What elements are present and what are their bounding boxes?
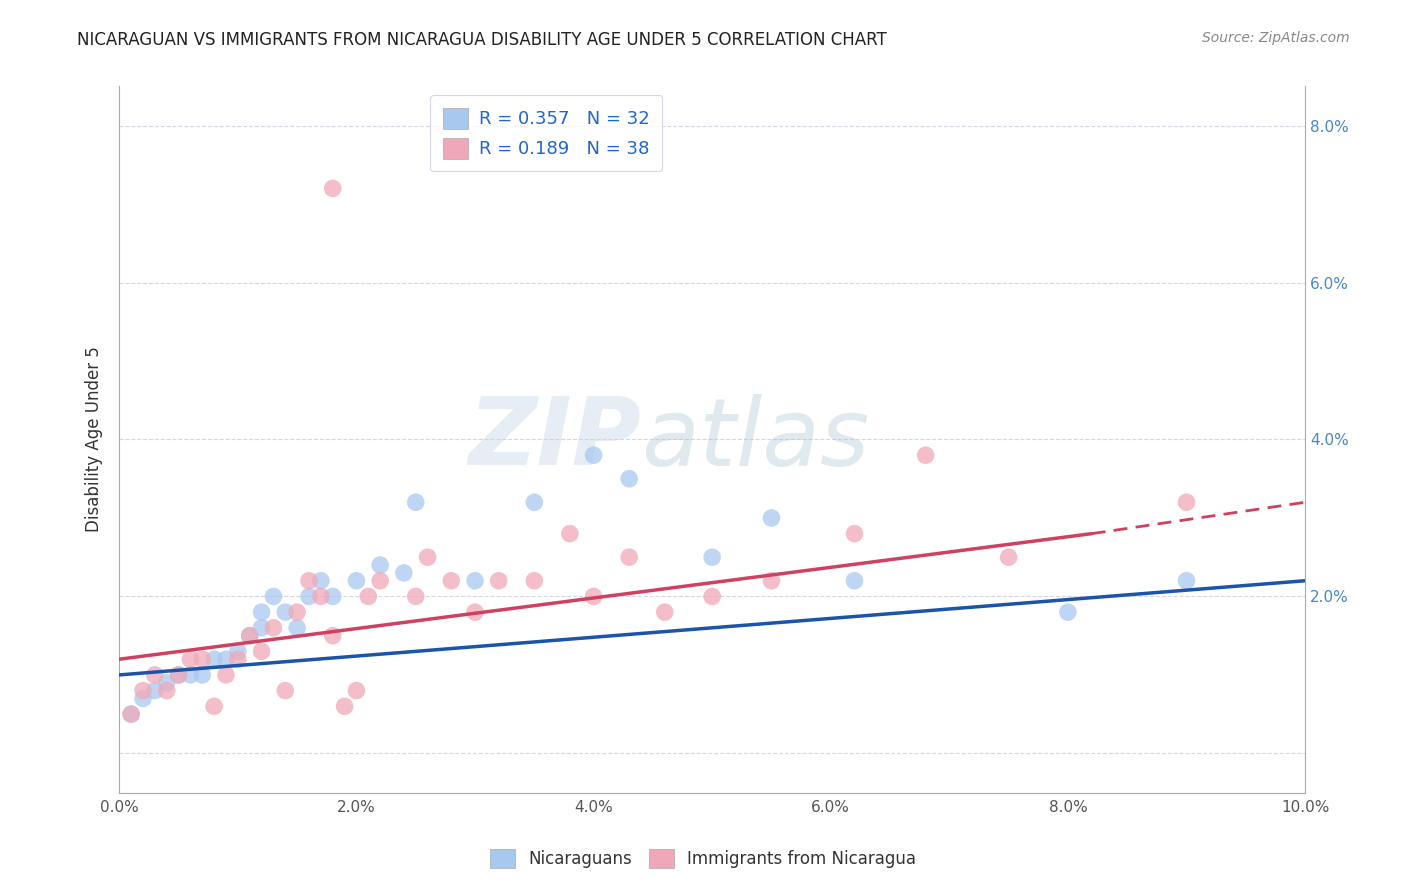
Point <box>1057 605 1080 619</box>
Point <box>523 574 546 588</box>
Point <box>582 448 605 462</box>
Point <box>322 181 344 195</box>
Point <box>702 550 724 565</box>
Point <box>250 621 273 635</box>
Point <box>298 590 321 604</box>
Point <box>239 629 262 643</box>
Point <box>191 668 214 682</box>
Point <box>167 668 190 682</box>
Point <box>167 668 190 682</box>
Point <box>440 574 463 588</box>
Text: Source: ZipAtlas.com: Source: ZipAtlas.com <box>1202 31 1350 45</box>
Point <box>368 558 391 572</box>
Point <box>179 668 201 682</box>
Point <box>156 683 179 698</box>
Text: atlas: atlas <box>641 394 869 485</box>
Point <box>156 675 179 690</box>
Point <box>844 574 866 588</box>
Point <box>558 526 581 541</box>
Legend: R = 0.357   N = 32, R = 0.189   N = 38: R = 0.357 N = 32, R = 0.189 N = 38 <box>430 95 662 171</box>
Point <box>357 590 380 604</box>
Point <box>523 495 546 509</box>
Point <box>239 629 262 643</box>
Point <box>392 566 415 580</box>
Text: NICARAGUAN VS IMMIGRANTS FROM NICARAGUA DISABILITY AGE UNDER 5 CORRELATION CHART: NICARAGUAN VS IMMIGRANTS FROM NICARAGUA … <box>77 31 887 49</box>
Point <box>132 691 155 706</box>
Point <box>416 550 439 565</box>
Point <box>132 683 155 698</box>
Point <box>488 574 510 588</box>
Point <box>202 652 225 666</box>
Point <box>285 605 308 619</box>
Point <box>405 590 427 604</box>
Point <box>617 472 640 486</box>
Point <box>333 699 356 714</box>
Point <box>202 699 225 714</box>
Legend: Nicaraguans, Immigrants from Nicaragua: Nicaraguans, Immigrants from Nicaragua <box>484 842 922 875</box>
Point <box>285 621 308 635</box>
Point <box>322 629 344 643</box>
Point <box>997 550 1019 565</box>
Point <box>250 605 273 619</box>
Point <box>179 652 201 666</box>
Point <box>274 683 297 698</box>
Point <box>262 621 284 635</box>
Point <box>617 550 640 565</box>
Point <box>1175 495 1198 509</box>
Point <box>322 590 344 604</box>
Point <box>346 683 368 698</box>
Point <box>262 590 284 604</box>
Point <box>215 668 238 682</box>
Point <box>191 652 214 666</box>
Point <box>120 707 142 722</box>
Point <box>215 652 238 666</box>
Point <box>702 590 724 604</box>
Point <box>464 574 486 588</box>
Point <box>309 590 332 604</box>
Point <box>844 526 866 541</box>
Point <box>226 644 249 658</box>
Point <box>250 644 273 658</box>
Point <box>226 652 249 666</box>
Y-axis label: Disability Age Under 5: Disability Age Under 5 <box>86 347 103 533</box>
Point <box>274 605 297 619</box>
Point <box>298 574 321 588</box>
Point <box>405 495 427 509</box>
Point <box>309 574 332 588</box>
Point <box>761 511 783 525</box>
Point <box>143 683 166 698</box>
Point <box>346 574 368 588</box>
Point <box>582 590 605 604</box>
Point <box>761 574 783 588</box>
Point <box>464 605 486 619</box>
Point <box>368 574 391 588</box>
Text: ZIP: ZIP <box>468 393 641 485</box>
Point <box>914 448 936 462</box>
Point <box>120 707 142 722</box>
Point <box>143 668 166 682</box>
Point <box>1175 574 1198 588</box>
Point <box>654 605 676 619</box>
